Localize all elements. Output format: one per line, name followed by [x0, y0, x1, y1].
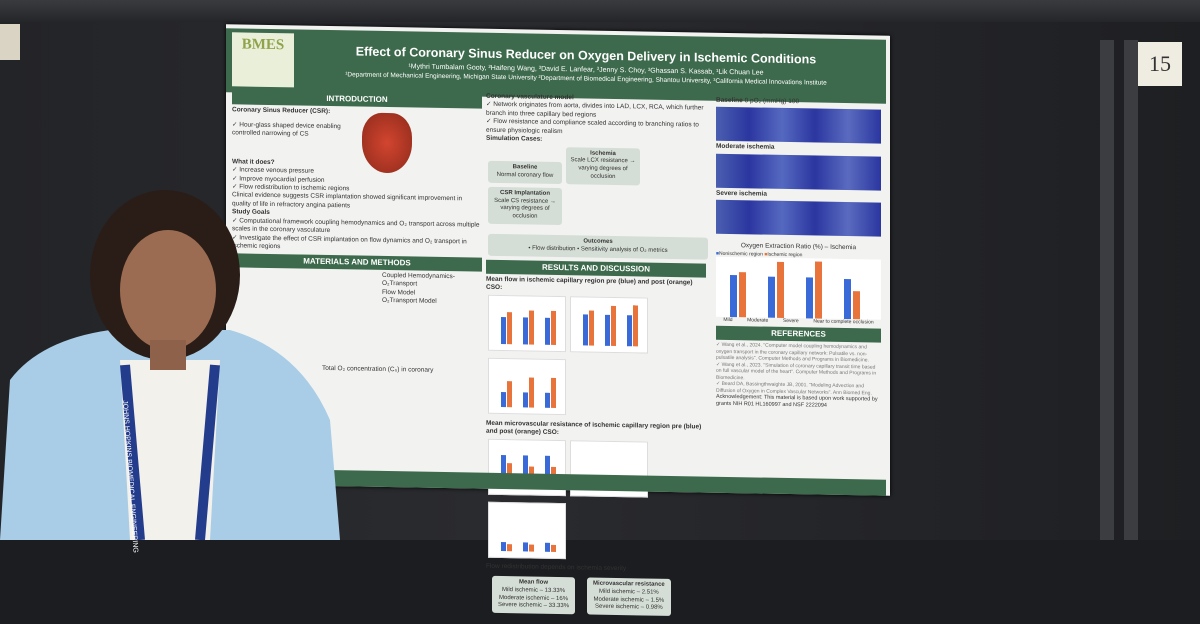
po2-map-moderate: [716, 153, 881, 191]
case-csr: CSR Implantation Scale CS resistance → va…: [488, 186, 562, 226]
heart-illustration: [362, 112, 412, 174]
mini-chart: [488, 294, 566, 352]
chart-bar: [627, 315, 632, 347]
chart-bar: [551, 545, 556, 553]
chart-bar: [529, 376, 534, 408]
oer-bar: [844, 278, 851, 320]
chart-bar: [633, 305, 638, 347]
references-header: REFERENCES: [716, 325, 881, 343]
bmes-logo: BMES: [232, 32, 294, 88]
oer-category-label: Near to complete occlusion: [813, 318, 874, 326]
chart-bar: [545, 318, 550, 345]
chart-bar: [523, 317, 528, 345]
chart-bar: [501, 542, 506, 552]
oer-category-label: Severe: [782, 318, 799, 325]
ceiling: [0, 0, 1200, 22]
po2-map-severe: [716, 200, 881, 237]
chart-bar: [583, 314, 588, 346]
chart-bar: [501, 391, 506, 408]
case-ischemia: Ischemia Scale LCX resistance → varying d…: [566, 146, 640, 186]
presenter-person: [0, 190, 340, 540]
chart-bar: [545, 543, 550, 552]
chart-bar: [523, 392, 528, 408]
chart-bar: [501, 317, 506, 344]
oer-bar: [768, 276, 775, 319]
chart-bar: [545, 392, 550, 409]
chart-bar: [507, 312, 512, 345]
chart-bar: [611, 306, 616, 346]
chart-bar: [529, 310, 534, 345]
acknowledgement: Acknowledgement: This material is based …: [716, 393, 878, 409]
mean-flow-box: Mean flow Mild ischemic – 13.33% Moderate …: [492, 575, 576, 615]
side-sign: [0, 24, 20, 60]
po2-map-baseline: [716, 107, 881, 145]
oer-bar: [777, 261, 784, 319]
oer-category-label: Moderate: [747, 317, 769, 324]
mini-chart: [488, 358, 566, 416]
chart-bar: [507, 544, 512, 552]
oer-bar: [815, 261, 822, 319]
chart-bar: [589, 310, 594, 346]
oer-bar: [806, 277, 813, 319]
chart-bar: [551, 377, 556, 409]
case-baseline: Baseline Normal coronary flow: [488, 160, 562, 184]
oer-bar: [853, 291, 860, 320]
outcomes-box: Outcomes • Flow distribution • Sensitivit…: [488, 233, 708, 260]
oer-category-label: Mild: [723, 317, 733, 324]
oer-bar: [730, 274, 737, 318]
coupled-title: Coupled Hemodynamics- O₂Transport: [382, 271, 455, 288]
results-header: RESULTS AND DISCUSSION: [486, 259, 706, 278]
oer-chart: [716, 257, 881, 320]
chart-bar: [507, 381, 512, 408]
mini-chart: [488, 501, 566, 560]
chart-bar: [605, 314, 610, 346]
booth-pole: [1100, 40, 1114, 540]
booth-pole: [1124, 40, 1138, 540]
image-label: Severe ischemia: [716, 189, 767, 198]
booth-number: 15: [1138, 42, 1182, 86]
total-o2-text: Total O₂ concentration (C₀) in coronary: [322, 364, 434, 374]
intro-header: INTRODUCTION: [232, 90, 482, 110]
image-label: Moderate ischemia: [716, 143, 775, 152]
chart-bar: [551, 311, 556, 345]
reference-item: ✓ Wang et al., 2024. "Computer model cou…: [716, 341, 869, 364]
chart-bar: [523, 542, 528, 552]
oer-bar: [739, 272, 746, 318]
middle-column: Coronary vasculature model ✓ Network ori…: [486, 93, 708, 621]
micro-resistance-box: Microvascular resistance Mild ischemic – …: [587, 577, 671, 617]
csr-heading: Coronary Sinus Reducer (CSR):: [232, 106, 331, 116]
right-column: Baseline 0 pO₂ (mmHg) 100 Moderate ische…: [716, 97, 881, 411]
csr-desc: ✓ Hour-glass shaped device enabling cont…: [232, 121, 341, 138]
mini-chart: [570, 296, 648, 354]
o2-model-label: O₂Transport Model: [382, 297, 437, 306]
chart-bar: [529, 544, 534, 552]
